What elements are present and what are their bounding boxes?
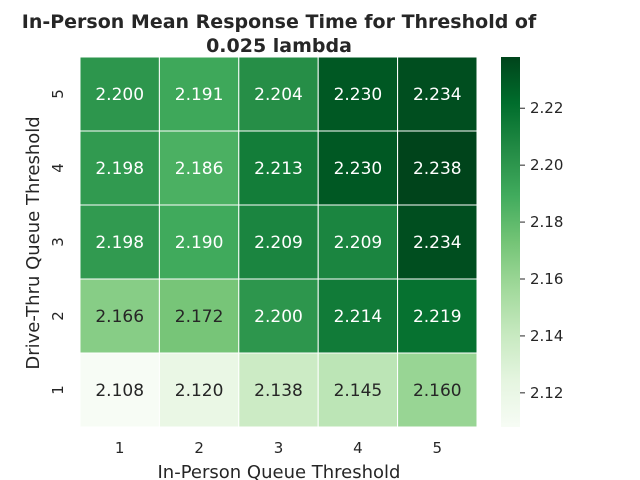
heatmap-cells: 2.200 2.191 2.204 2.230 2.234 2.198 2.186 2.213… — [79, 56, 478, 428]
colorbar-tick-label: 2.16 — [530, 270, 563, 288]
cell-value-label: 2.138 — [254, 381, 303, 401]
cell-value-label: 2.191 — [175, 85, 224, 105]
colorbar-tick-label: 2.14 — [530, 327, 563, 345]
cell-value-label: 2.234 — [413, 233, 462, 253]
cell-value-label: 2.214 — [334, 307, 383, 327]
heatmap-cell — [397, 204, 478, 280]
heatmap-cell — [79, 130, 160, 206]
heatmap-cell — [238, 130, 319, 206]
colorbar-tick-label: 2.12 — [530, 384, 563, 402]
colorbar-tick-label: 2.18 — [530, 213, 563, 231]
colorbar — [501, 57, 520, 427]
cell-value-label: 2.198 — [95, 233, 144, 253]
heatmap-cell — [79, 278, 160, 354]
y-tick-label: 3 — [49, 237, 67, 247]
x-tick-label: 3 — [274, 439, 284, 457]
colorbar-tick-label: 2.22 — [530, 99, 563, 117]
heatmap-cell — [238, 278, 319, 354]
heatmap-cell — [238, 56, 319, 132]
cell-value-label: 2.145 — [334, 381, 383, 401]
cell-value-label: 2.230 — [334, 159, 383, 179]
heatmap-cell — [397, 278, 478, 354]
x-axis-label: In-Person Queue Threshold — [158, 462, 401, 480]
heatmap-cell — [238, 204, 319, 280]
x-tick-label: 5 — [433, 439, 443, 457]
cell-value-label: 2.172 — [175, 307, 224, 327]
cell-value-label: 2.108 — [95, 381, 144, 401]
colorbar-tick-label: 2.20 — [530, 156, 563, 174]
heatmap-cell — [79, 56, 160, 132]
cell-value-label: 2.219 — [413, 307, 462, 327]
heatmap-cell — [397, 352, 478, 428]
heatmap-cell — [317, 56, 399, 132]
x-tick-label: 4 — [353, 439, 363, 457]
heatmap-cell — [238, 352, 319, 428]
y-tick-label: 4 — [49, 163, 67, 173]
heatmap-cell — [79, 352, 160, 428]
cell-value-label: 2.213 — [254, 159, 303, 179]
heatmap-cell — [158, 56, 240, 132]
cell-value-label: 2.160 — [413, 381, 462, 401]
y-tick-label: 2 — [49, 311, 67, 321]
x-axis-ticks: 1 2 3 4 5 — [115, 439, 442, 457]
cell-value-label: 2.230 — [334, 85, 383, 105]
y-axis-ticks: 5 4 3 2 1 — [49, 89, 67, 395]
cell-value-label: 2.204 — [254, 85, 303, 105]
heatmap-cell — [397, 130, 478, 206]
heatmap-cell — [317, 204, 399, 280]
colorbar-ticks: 2.12 2.14 2.16 2.18 2.20 2.22 — [520, 99, 563, 402]
cell-value-label: 2.200 — [254, 307, 303, 327]
heatmap-cell — [397, 56, 478, 132]
heatmap-cell — [158, 278, 240, 354]
y-axis-label: Drive-Thru Queue Threshold — [23, 116, 44, 369]
y-tick-label: 5 — [49, 89, 67, 99]
cell-value-label: 2.209 — [334, 233, 383, 253]
cell-value-label: 2.209 — [254, 233, 303, 253]
cell-value-label: 2.200 — [95, 85, 144, 105]
heatmap-cell — [317, 278, 399, 354]
cell-value-label: 2.186 — [175, 159, 224, 179]
cell-value-label: 2.198 — [95, 159, 144, 179]
cell-value-label: 2.166 — [95, 307, 144, 327]
cell-value-label: 2.238 — [413, 159, 462, 179]
cell-value-label: 2.120 — [175, 381, 224, 401]
x-tick-label: 1 — [115, 439, 125, 457]
y-tick-label: 1 — [49, 385, 67, 395]
chart-title-line-2: 0.025 lambda — [206, 35, 352, 57]
x-tick-label: 2 — [194, 439, 204, 457]
cell-value-label: 2.190 — [175, 233, 224, 253]
cell-value-label: 2.234 — [413, 85, 462, 105]
heatmap-cell — [158, 352, 240, 428]
chart-title-line-1: In-Person Mean Response Time for Thresho… — [22, 11, 537, 33]
heatmap-cell — [158, 204, 240, 280]
